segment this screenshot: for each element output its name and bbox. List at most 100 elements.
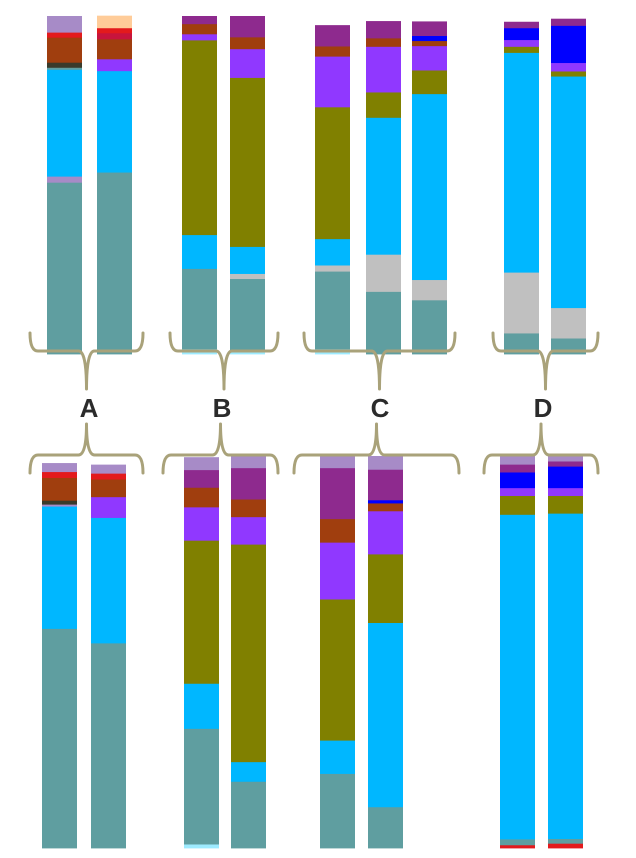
bar-segment-a-1-cyan	[47, 69, 82, 177]
bar-segment-c-2-olive	[368, 554, 403, 623]
bar-segment-b-2-gray	[230, 273, 265, 280]
bar-segment-d-1-blue	[504, 27, 539, 41]
bar-segment-b-1-violet	[182, 33, 217, 41]
brace-top-a	[28, 331, 145, 391]
bar-segment-b-1-teal	[184, 728, 219, 845]
bar-segment-d-1-plum	[504, 21, 539, 29]
bar-segment-c-3-rust	[412, 40, 447, 47]
brace-bottom-c	[292, 422, 461, 475]
bar-segment-d-2-blue	[551, 25, 586, 64]
bar-segment-b-2-olive	[231, 544, 266, 763]
bar-segment-a-1-dark	[42, 500, 77, 505]
bar-segment-c-2-teal	[368, 806, 403, 849]
bar-segment-b-1-olive	[182, 40, 217, 236]
bar-segment-c-3-cyan	[412, 93, 447, 281]
bar-segment-c-1-violet	[315, 56, 350, 108]
bar-segment-d-2-red	[548, 843, 583, 849]
bar-segment-b-2-violet	[230, 48, 265, 78]
brace-top-c	[302, 331, 457, 391]
bar-segment-c-2-plum	[366, 21, 401, 39]
bar-segment-c-1-cyan	[320, 740, 355, 774]
bar-segment-d-1-blue	[500, 472, 535, 489]
bar-segment-a-2-rust	[97, 38, 132, 60]
bar-segment-a-2-peach	[97, 15, 132, 29]
bar-segment-c-2-blue	[368, 499, 403, 504]
bar-segment-d-1-cyan	[504, 52, 539, 273]
bar-segment-c-1-cyan	[315, 238, 350, 266]
bar-segment-a-2-crimson	[97, 32, 132, 40]
bar-segment-b-1-plum	[184, 469, 219, 488]
bar-segment-b-1-cyan	[182, 234, 217, 269]
bar-segment-d-2-cyan	[548, 513, 583, 839]
bar-segment-c-3-teal	[412, 299, 447, 355]
bar-segment-c-3-plum	[412, 21, 447, 37]
bar-segment-a-2-violet	[91, 496, 126, 518]
bar-segment-a-2-red	[97, 27, 132, 34]
bar-segment-c-2-cyan	[368, 622, 403, 808]
bar-segment-b-1-lilac	[184, 457, 219, 471]
bar-segment-c-3-gray	[412, 279, 447, 301]
bar-segment-b-2-rust	[230, 36, 265, 50]
bar-segment-b-2-teal	[230, 278, 265, 352]
bar-segment-b-2-lilac	[231, 456, 266, 469]
bar-segment-d-1-red	[500, 844, 535, 849]
bar-segment-d-1-gray	[504, 272, 539, 334]
bar-segment-b-2-cyan	[230, 246, 265, 274]
bar-segment-c-1-lilac	[320, 456, 355, 469]
bar-segment-c-1-plum	[320, 467, 355, 520]
bar-segment-c-2-lilac	[368, 456, 403, 470]
bar-segment-a-2-teal	[91, 642, 126, 849]
bar-segment-b-1-cyan	[184, 683, 219, 729]
bar-segment-b-2-olive	[230, 77, 265, 247]
bar-segment-b-2-violet	[231, 516, 266, 545]
bar-segment-a-2-rust	[91, 479, 126, 498]
bar-segment-b-1-olive	[184, 540, 219, 684]
bar-segment-c-1-plum	[315, 25, 350, 47]
bar-segment-c-2-gray	[366, 254, 401, 292]
bar-segment-d-2-violet	[551, 62, 586, 72]
bar-segment-c-1-gray	[315, 265, 350, 272]
bar-segment-a-1-teal	[42, 628, 77, 849]
bar-segment-b-2-cyan	[231, 761, 266, 782]
brace-top-b	[168, 331, 280, 391]
group-label-c: C	[371, 393, 390, 423]
bar-segment-b-1-rust	[182, 23, 217, 35]
bar-segment-a-1-lilac	[47, 176, 82, 183]
bar-segment-a-1-lilac	[42, 463, 77, 473]
bar-segment-a-2-lilac	[91, 464, 126, 474]
bar-segment-a-2-cyan	[91, 517, 126, 644]
bar-segment-c-1-violet	[320, 542, 355, 600]
bar-segment-c-2-plum	[368, 469, 403, 501]
bar-segment-a-1-red	[42, 471, 77, 478]
bar-segment-d-1-violet	[500, 487, 535, 496]
bar-segment-a-2-red	[91, 473, 126, 480]
bar-segment-d-1-violet	[504, 39, 539, 47]
bar-segment-d-2-cyan	[551, 76, 586, 309]
brace-bottom-b	[161, 422, 280, 475]
group-label-b: B	[213, 393, 232, 423]
bar-segment-d-2-violet	[548, 487, 583, 496]
bar-segment-d-1-plum	[500, 464, 535, 473]
bar-segment-b-2-plum	[231, 467, 266, 500]
bar-segment-c-3-violet	[412, 45, 447, 71]
bar-segment-d-1-olive	[500, 495, 535, 515]
brace-bottom-d	[482, 422, 600, 475]
bar-segment-b-1-lightcyan	[184, 844, 219, 849]
group-label-a: A	[80, 393, 99, 423]
bar-segment-c-2-rust	[366, 37, 401, 47]
bar-segment-a-2-teal	[97, 172, 132, 355]
bar-segment-b-2-teal	[231, 781, 266, 849]
bar-segment-a-1-teal	[47, 182, 82, 355]
bar-segment-d-1-olive	[504, 46, 539, 53]
bar-segment-c-2-rust	[368, 503, 403, 512]
bar-segment-b-1-teal	[182, 268, 217, 350]
bar-segment-d-2-plum	[548, 461, 583, 467]
bar-segment-b-1-plum	[182, 16, 217, 25]
bar-segment-c-2-violet	[366, 46, 401, 93]
bar-segment-c-1-olive	[320, 599, 355, 741]
bar-segment-d-1-cyan	[500, 514, 535, 840]
bar-segment-c-2-violet	[368, 510, 403, 555]
bar-segment-d-2-teal	[548, 838, 583, 844]
bar-segment-a-1-red	[47, 32, 82, 38]
